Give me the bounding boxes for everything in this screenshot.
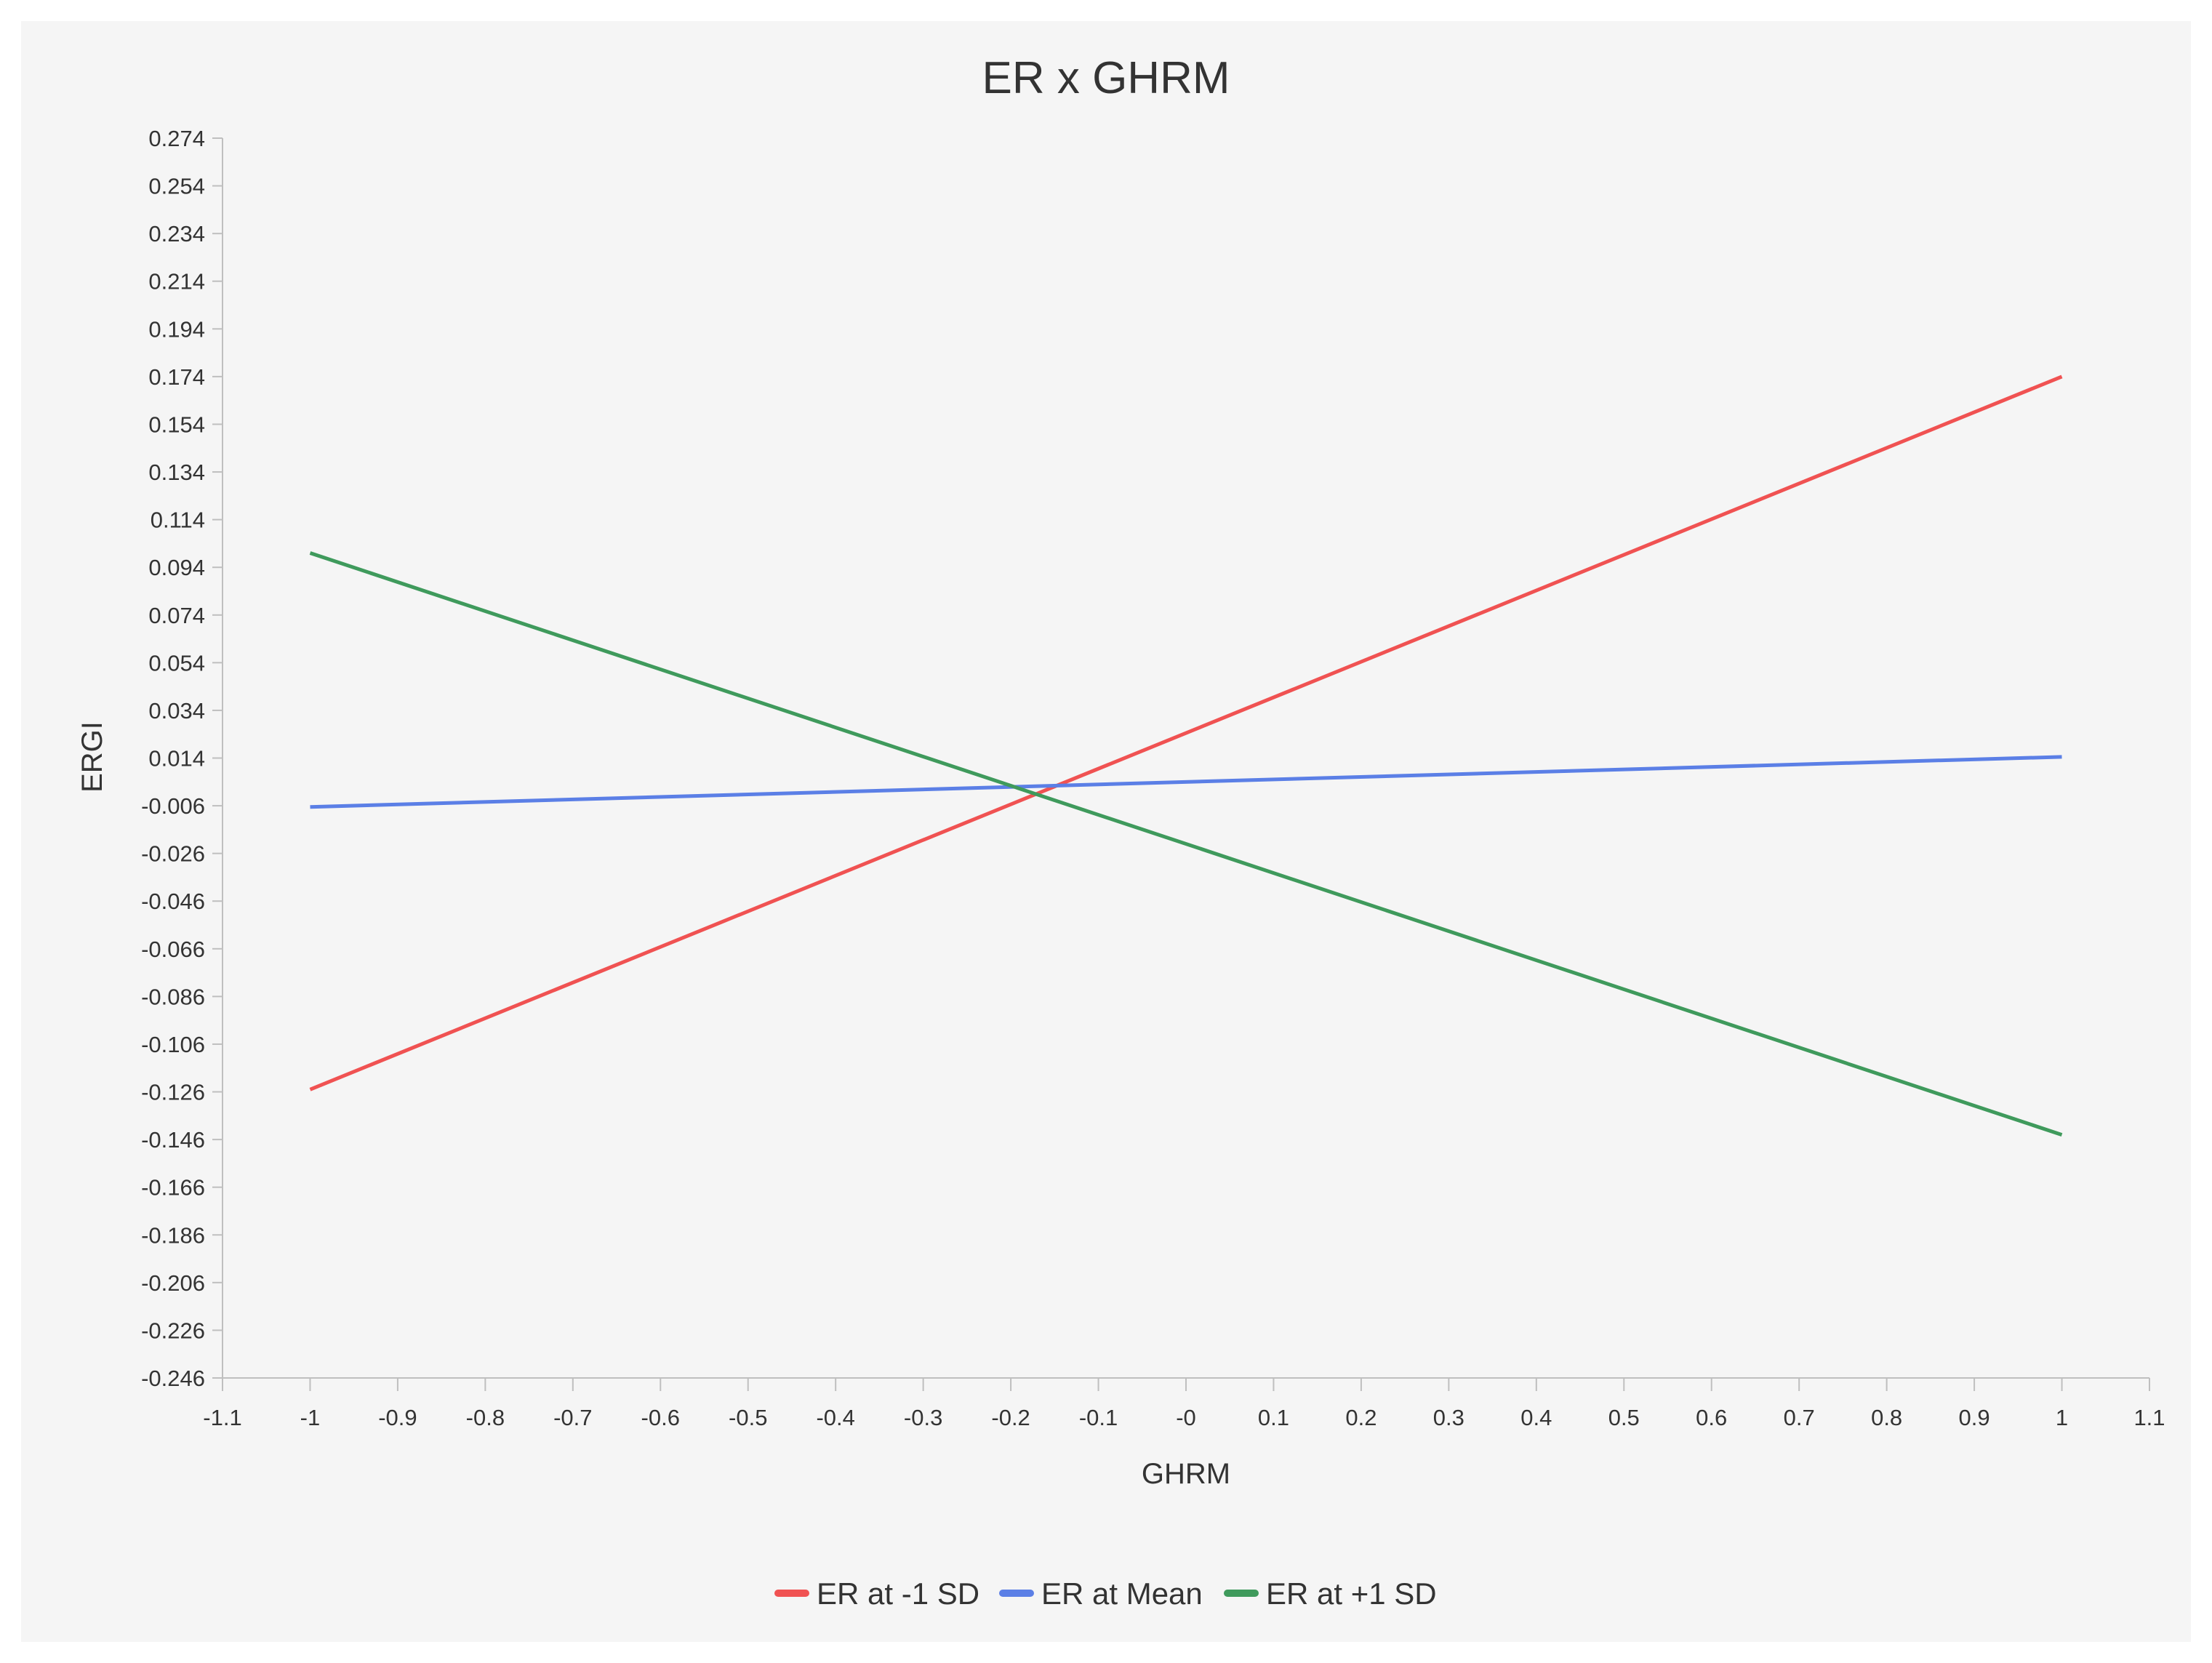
y-tick-label: 0.214: [148, 269, 205, 294]
x-tick-label: 0.6: [1696, 1405, 1727, 1430]
y-tick-label: 0.094: [148, 555, 205, 580]
y-tick-label: -0.126: [141, 1080, 205, 1105]
x-tick-label: 0.9: [1959, 1405, 1990, 1430]
series-lines: [309, 374, 2063, 1137]
x-tick-label: 0.3: [1433, 1405, 1464, 1430]
legend-item-0[interactable]: ER at -1 SD: [774, 1576, 979, 1611]
legend-label: ER at Mean: [1041, 1576, 1203, 1611]
series-line-1: [310, 755, 2062, 809]
x-tick-label: -1: [300, 1405, 321, 1430]
x-tick-label: 0.7: [1784, 1405, 1815, 1430]
y-tick-label: -0.246: [141, 1366, 205, 1391]
x-tick-label: 1.1: [2133, 1405, 2165, 1430]
y-tick-label: -0.086: [141, 984, 205, 1009]
x-axis-title: GHRM: [1142, 1458, 1230, 1490]
x-tick-label: 0.4: [1520, 1405, 1552, 1430]
y-tick-label: -0.026: [141, 841, 205, 867]
y-tick-label: 0.114: [151, 508, 205, 533]
series-line-2: [309, 551, 2063, 1137]
y-tick-label: -0.106: [141, 1032, 205, 1057]
x-axis: -1.1 -1 -0.9 -0.8 -0.7 -0.6 -0.5 -0.4 -0.3 -0.2 -0…: [203, 1377, 2165, 1430]
y-tick-label: 0.074: [148, 603, 205, 628]
x-tick-label: 0.5: [1608, 1405, 1640, 1430]
legend: ER at -1 SD ER at Mean ER at +1 SD: [774, 1576, 1437, 1611]
x-tick-label: 1: [2056, 1405, 2068, 1430]
x-tick-label: -0.7: [553, 1405, 592, 1430]
y-tick-label: -0.066: [141, 937, 205, 962]
x-tick-label: -0.6: [641, 1405, 680, 1430]
legend-label: ER at +1 SD: [1266, 1576, 1437, 1611]
legend-item-2[interactable]: ER at +1 SD: [1224, 1576, 1437, 1611]
y-tick-label: -0.186: [141, 1222, 205, 1248]
x-tick-label: -0: [1176, 1405, 1196, 1430]
y-tick-label: 0.014: [148, 746, 205, 772]
chart-card: [21, 21, 2191, 1642]
y-tick-label: 0.034: [148, 698, 205, 724]
x-tick-label: 0.8: [1871, 1405, 1902, 1430]
x-tick-label: -0.1: [1079, 1405, 1118, 1430]
y-tick-label: -0.166: [141, 1175, 205, 1201]
x-tick-label: 0.2: [1345, 1405, 1377, 1430]
y-tick-label: 0.194: [148, 316, 205, 342]
y-tick-label: 0.274: [148, 126, 205, 151]
y-tick-label: -0.226: [141, 1318, 205, 1343]
x-tick-label: -0.9: [378, 1405, 417, 1430]
x-tick-label: 0.1: [1258, 1405, 1289, 1430]
y-tick-label: 0.134: [148, 460, 205, 485]
y-tick-label: 0.234: [148, 221, 205, 247]
y-tick-label: 0.254: [148, 174, 205, 199]
y-tick-label: -0.046: [141, 889, 205, 914]
y-tick-label: 0.174: [148, 364, 205, 390]
x-tick-label: -0.3: [904, 1405, 942, 1430]
x-tick-label: -0.8: [466, 1405, 505, 1430]
y-axis: 0.274 0.254 0.234 0.214 0.194 0.174 0.154 0.134…: [141, 126, 223, 1391]
x-tick-label: -1.1: [203, 1405, 241, 1430]
legend-item-1[interactable]: ER at Mean: [999, 1576, 1203, 1611]
y-tick-label: -0.146: [141, 1127, 205, 1153]
y-axis-title: ERGI: [76, 721, 108, 793]
y-tick-label: 0.154: [148, 412, 205, 437]
x-tick-label: -0.2: [991, 1405, 1030, 1430]
legend-label: ER at -1 SD: [817, 1576, 979, 1611]
y-tick-label: -0.006: [141, 793, 205, 819]
y-tick-label: 0.054: [148, 650, 205, 676]
chart-title: ER x GHRM: [982, 53, 1230, 103]
series-line-0: [309, 374, 2063, 1091]
y-tick-label: -0.206: [141, 1270, 205, 1296]
x-tick-label: -0.4: [816, 1405, 854, 1430]
x-tick-label: -0.5: [729, 1405, 767, 1430]
